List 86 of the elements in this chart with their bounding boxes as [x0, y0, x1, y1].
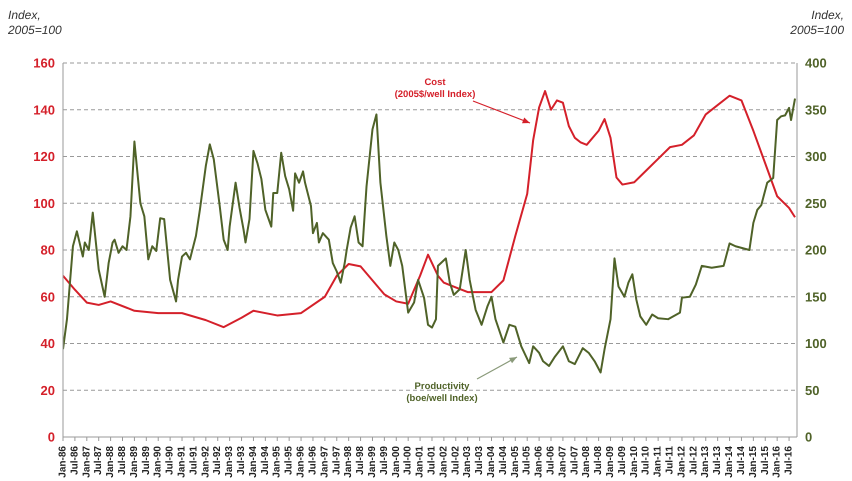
y-tick-label: 100: [33, 196, 55, 211]
x-tick-label: Jul-03: [474, 446, 486, 475]
x-tick-label: Jan-00: [390, 446, 402, 478]
y2-tick-label: 350: [805, 102, 827, 118]
x-tick-label: Jan-11: [652, 446, 664, 478]
line-series: [63, 98, 796, 374]
y2-tick-label: 300: [805, 149, 827, 164]
y-tick-label: 20: [40, 382, 55, 398]
x-tick-label: Jul-09: [616, 446, 628, 475]
y2-tick-label: 200: [805, 242, 827, 258]
x-tick-label: Jan-04: [486, 446, 497, 478]
x-tick-label: Jan-86: [58, 446, 68, 478]
y-tick-label: 0: [48, 430, 55, 445]
x-tick-label: Jan-01: [414, 446, 426, 478]
x-tick-label: Jan-93: [224, 446, 236, 478]
x-tick-label: Jul-88: [117, 446, 128, 475]
y2-tick-label: 150: [805, 289, 827, 304]
x-tick-label: Jan-09: [605, 446, 616, 478]
x-tick-label: Jul-10: [640, 446, 652, 475]
x-tick-label: Jan-96: [296, 446, 307, 478]
y-axis-title: Index, 2005=100: [8, 8, 63, 38]
x-tick-label: Jul-08: [593, 446, 604, 475]
x-tick-label: Jan-87: [81, 446, 92, 478]
x-tick-label: Jan-99: [366, 446, 378, 478]
y2-tick-label: 100: [805, 336, 827, 352]
x-tick-label: Jul-14: [736, 446, 747, 475]
x-tick-label: Jan-94: [248, 446, 259, 478]
x-tick-label: Jul-98: [355, 446, 366, 475]
y-tick-label: 120: [33, 149, 55, 164]
x-tick-label: Jul-00: [402, 446, 414, 475]
line-series: [63, 90, 796, 328]
x-tick-label: Jul-96: [307, 446, 318, 475]
x-tick-label: Jan-92: [200, 446, 212, 478]
y2-tick-label: 250: [805, 196, 827, 211]
x-tick-label: Jul-11: [664, 446, 676, 474]
x-tick-label: Jan-13: [700, 446, 712, 478]
x-tick-label: Jan-97: [319, 446, 330, 478]
x-tick-label: Jul-07: [569, 446, 580, 475]
x-tick-label: Jan-05: [510, 446, 521, 478]
y-tick-label: 140: [33, 102, 55, 118]
x-tick-label: Jan-02: [438, 446, 450, 478]
x-tick-label: Jan-06: [534, 446, 545, 478]
y-tick-label: 60: [40, 289, 55, 304]
x-tick-label: Jul-99: [378, 446, 390, 475]
x-tick-label: Jul-93: [236, 446, 248, 475]
x-tick-label: Jan-91: [176, 446, 188, 478]
x-tick-label: Jan-16: [772, 446, 783, 478]
x-tick-label: Jan-07: [557, 446, 568, 478]
x-tick-label: Jul-13: [712, 446, 724, 475]
x-tick-label: Jul-94: [260, 446, 271, 475]
x-tick-label: Jul-15: [760, 446, 771, 475]
x-tick-label: Jul-04: [498, 446, 509, 475]
annotation: Productivity (boe/well Index): [406, 381, 478, 404]
x-tick-label: Jul-91: [188, 446, 200, 475]
x-tick-label: Jul-97: [331, 446, 342, 475]
y2-tick-label: 0: [805, 430, 812, 445]
x-tick-label: Jul-86: [69, 446, 80, 475]
x-tick-label: Jan-03: [462, 446, 474, 478]
x-tick-label: Jan-10: [628, 446, 640, 478]
y2-tick-label: 50: [805, 382, 820, 398]
x-tick-label: Jan-89: [128, 446, 140, 478]
x-tick-label: Jul-05: [522, 446, 533, 475]
x-tick-label: Jul-06: [546, 446, 557, 475]
x-tick-label: Jan-88: [105, 446, 116, 478]
x-tick-label: Jul-02: [450, 446, 462, 475]
x-tick-label: Jan-12: [676, 446, 688, 478]
x-tick-label: Jan-14: [724, 446, 736, 478]
x-tick-label: Jul-90: [164, 446, 176, 475]
x-tick-label: Jan-98: [343, 446, 354, 478]
x-tick-label: Jul-01: [426, 446, 438, 475]
x-tick-label: Jul-12: [688, 446, 700, 475]
annotation: Cost (2005$/well Index): [394, 77, 476, 100]
x-tick-label: Jan-08: [581, 446, 592, 478]
x-tick-label: Jan-90: [152, 446, 164, 478]
x-tick-label: Jan-15: [748, 446, 759, 478]
x-tick-label: Jan-95: [272, 446, 283, 478]
x-tick-label: Jul-95: [284, 446, 295, 475]
x-tick-label: Jul-16: [784, 446, 795, 475]
y2-axis-title: Index, 2005=100: [789, 8, 844, 38]
x-tick-label: Jul-87: [93, 446, 104, 475]
y-tick-label: 160: [33, 56, 55, 71]
y2-tick-label: 400: [805, 56, 827, 71]
y-tick-label: 80: [40, 242, 55, 258]
x-tick-label: Jul-89: [140, 446, 152, 475]
x-tick-label: Jul-92: [212, 446, 224, 475]
y-tick-label: 40: [40, 336, 55, 352]
